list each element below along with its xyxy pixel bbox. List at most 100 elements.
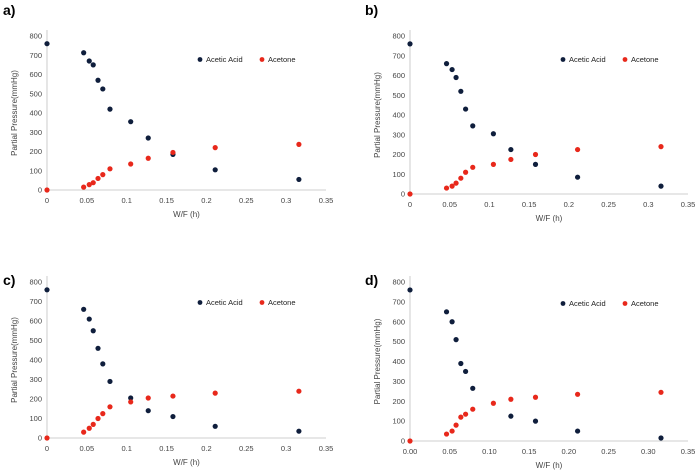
y-tick-label: 700 xyxy=(392,51,405,60)
acetic-acid-point xyxy=(490,131,496,137)
acetic-acid-point xyxy=(458,360,464,367)
y-tick-label: 500 xyxy=(29,336,42,345)
acetone-point xyxy=(458,414,464,420)
panel-b-label: b) xyxy=(365,2,378,18)
x-tick-label: 0 xyxy=(408,200,412,209)
x-tick-label: 0.10 xyxy=(482,447,497,456)
panel-b-x-axis-title: W/F (h) xyxy=(536,214,563,223)
y-tick-label: 100 xyxy=(392,170,405,179)
x-tick-label: 0.1 xyxy=(484,200,494,209)
x-tick-label: 0 xyxy=(45,444,49,453)
acetone-point xyxy=(490,400,496,406)
acetone-point xyxy=(658,144,664,150)
acetic-acid-point xyxy=(170,413,176,420)
y-tick-label: 700 xyxy=(392,297,405,306)
acetic-acid-point xyxy=(443,309,450,315)
y-tick-label: 0 xyxy=(401,437,405,446)
acetic-acid-point xyxy=(463,106,469,112)
y-tick-label: 300 xyxy=(29,375,42,384)
acetic-acid-point xyxy=(458,88,464,94)
acetic-acid-point xyxy=(470,385,476,391)
legend-label-acetic-acid: Acetic Acid xyxy=(569,299,606,308)
legend-marker-acetic-acid xyxy=(197,300,203,305)
acetone-point xyxy=(44,187,50,193)
panel-b: b) 0 100 200 300 400 500 600 700 800 0 0.05 0.1 0.15 0… xyxy=(365,2,695,223)
y-tick-label: 300 xyxy=(392,377,405,386)
acetone-point xyxy=(574,146,581,153)
x-tick-label: 0.3 xyxy=(281,444,291,453)
acetic-acid-point xyxy=(407,287,413,293)
legend-label-acetone: Acetone xyxy=(268,298,296,307)
acetone-point xyxy=(100,411,106,417)
acetic-acid-point xyxy=(470,123,476,129)
acetic-acid-point xyxy=(574,174,581,180)
y-tick-label: 100 xyxy=(392,417,405,426)
acetic-acid-point xyxy=(95,345,101,351)
acetic-acid-point xyxy=(449,66,455,73)
acetic-acid-point xyxy=(658,183,664,189)
acetic-acid-point xyxy=(44,287,50,293)
acetone-point xyxy=(443,185,450,191)
acetic-acid-point xyxy=(107,378,113,385)
acetone-point xyxy=(296,388,302,394)
x-tick-label: 0.20 xyxy=(562,447,577,456)
legend-label-acetone: Acetone xyxy=(268,55,296,64)
legend-label-acetic-acid: Acetic Acid xyxy=(206,298,243,307)
acetic-acid-point xyxy=(449,319,455,325)
panel-c-legend: Acetic Acid Acetone xyxy=(197,298,296,307)
y-tick-label: 600 xyxy=(29,70,42,79)
acetic-acid-point xyxy=(81,50,87,56)
acetone-point xyxy=(128,399,134,405)
x-tick-label: 0.1 xyxy=(121,196,131,205)
y-tick-label: 200 xyxy=(392,150,405,159)
x-tick-label: 0.25 xyxy=(601,200,616,209)
acetic-acid-point xyxy=(508,146,514,153)
y-tick-label: 800 xyxy=(392,32,405,41)
x-tick-label: 0.35 xyxy=(319,196,334,205)
acetic-acid-point xyxy=(128,119,134,125)
y-tick-label: 800 xyxy=(392,278,405,287)
legend-marker-acetic-acid xyxy=(560,301,566,306)
acetic-acid-point xyxy=(90,62,96,68)
x-tick-label: 0.35 xyxy=(681,447,696,456)
acetone-point xyxy=(90,180,96,186)
y-tick-label: 100 xyxy=(29,166,42,175)
acetone-point xyxy=(532,151,539,158)
x-tick-label: 0.3 xyxy=(281,196,291,205)
panel-a-legend: Acetic Acid Acetone xyxy=(197,55,296,64)
acetic-acid-point xyxy=(212,167,218,173)
x-tick-label: 0.15 xyxy=(159,444,174,453)
legend-marker-acetone xyxy=(259,300,265,305)
acetic-acid-point xyxy=(107,106,113,112)
acetone-point xyxy=(296,141,302,147)
acetone-point xyxy=(470,406,476,412)
acetone-point xyxy=(443,431,450,437)
legend-marker-acetone xyxy=(622,301,628,306)
y-tick-label: 600 xyxy=(392,71,405,80)
acetic-acid-point xyxy=(296,428,302,434)
x-tick-label: 0.35 xyxy=(681,200,696,209)
panel-c: c) 0 100 200 300 400 500 600 700 800 0 0.05 0.1 0.15 0… xyxy=(3,272,333,467)
y-tick-label: 700 xyxy=(29,51,42,60)
panel-a-y-axis-title: Partial Pressure(mmHg) xyxy=(10,70,19,156)
acetone-point xyxy=(86,182,92,188)
acetone-point xyxy=(508,396,514,402)
acetone-point xyxy=(449,183,455,189)
x-tick-label: 0.25 xyxy=(239,444,254,453)
y-tick-label: 700 xyxy=(29,297,42,306)
acetic-acid-point xyxy=(453,74,459,81)
acetic-acid-point xyxy=(532,418,539,424)
acetic-acid-point xyxy=(407,41,413,47)
acetic-acid-point xyxy=(86,316,92,322)
acetic-acid-point xyxy=(44,41,50,47)
acetone-point xyxy=(449,428,455,434)
acetic-acid-point xyxy=(574,428,581,434)
acetone-point xyxy=(44,435,50,441)
acetic-acid-point xyxy=(443,61,450,67)
acetone-point xyxy=(574,391,581,397)
panel-a: a) 0 100 200 300 400 500 600 700 800 0 0.05 0.1 0.15 0… xyxy=(3,2,333,219)
acetic-acid-point xyxy=(212,423,218,429)
acetone-point xyxy=(212,145,218,151)
acetone-point xyxy=(81,429,87,435)
